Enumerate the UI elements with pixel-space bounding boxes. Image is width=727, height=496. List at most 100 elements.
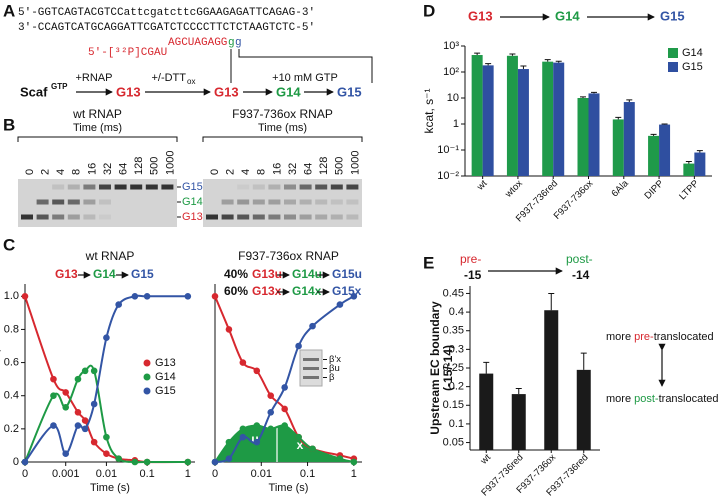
error-bar — [555, 60, 562, 63]
bar — [683, 163, 695, 176]
y-tick-label: 0.05 — [443, 436, 464, 448]
lane-label: 4 — [55, 169, 67, 175]
gel-band — [237, 199, 250, 205]
point — [74, 408, 82, 416]
y-axis-label: kcat, s⁻¹ — [422, 88, 436, 133]
lane-label: 500 — [334, 157, 346, 175]
bar — [576, 369, 591, 450]
point — [295, 342, 302, 350]
header-position: -14 — [572, 268, 590, 282]
error-bar — [544, 59, 551, 62]
bar — [553, 62, 565, 176]
gel-band — [299, 184, 312, 190]
y-axis-label: Upstream EC boundary — [428, 301, 442, 435]
gel-band — [252, 214, 265, 220]
error-bar — [591, 91, 597, 94]
panel-label: A — [3, 1, 15, 20]
point — [336, 301, 344, 308]
legend-label: G15 — [155, 385, 176, 397]
panel-label: B — [3, 115, 15, 134]
lane-label: 500 — [149, 157, 161, 175]
point — [50, 422, 57, 429]
x-tick-label: wt — [478, 452, 493, 467]
lane-label: 128 — [318, 157, 330, 175]
legend-marker — [143, 387, 151, 395]
step-label: +10 mM GTP — [272, 72, 338, 84]
scaf-sup: GTP — [51, 82, 68, 91]
error-bar — [483, 361, 490, 374]
y-tick-label: 1 — [453, 118, 459, 130]
y-tick-label: 0.4 — [449, 306, 464, 318]
y-tick-label: 1.0 — [4, 290, 19, 302]
bar — [517, 69, 529, 176]
bar — [612, 119, 624, 176]
bar — [511, 394, 526, 450]
rna-g15: g — [235, 37, 242, 49]
y-tick-label: 10⁻¹ — [437, 144, 459, 156]
panel-label: D — [423, 1, 435, 20]
lane-label: 2 — [40, 169, 52, 175]
legend-marker — [143, 359, 151, 367]
error-bar — [485, 63, 492, 66]
x-tick-label: 0.1 — [139, 468, 154, 480]
bar — [542, 61, 554, 176]
gel-band — [52, 214, 65, 220]
gel-band — [252, 184, 265, 190]
point — [103, 433, 110, 441]
gel-band — [315, 184, 328, 190]
error-bar — [626, 99, 633, 103]
scheme-step: G13u — [252, 267, 282, 281]
x-tick-label: 0.1 — [300, 468, 315, 480]
band-label: G15 — [182, 181, 203, 193]
gel-band — [67, 184, 80, 190]
point — [336, 455, 344, 462]
y-tick-label: 0.4 — [4, 390, 19, 402]
inset-label: β — [329, 372, 335, 383]
point — [115, 301, 122, 308]
lane-label: 8 — [71, 169, 83, 175]
gel-band — [346, 184, 359, 190]
header-label: post- — [566, 252, 593, 266]
point — [267, 392, 275, 400]
gel-band — [284, 199, 296, 205]
error-bar — [696, 150, 703, 153]
point — [309, 445, 316, 453]
error-bar — [509, 53, 516, 56]
x-tick-label: 0.01 — [96, 468, 117, 480]
y-tick-label: 10³ — [443, 40, 459, 52]
gel-band — [114, 184, 127, 190]
lane-label: 8 — [256, 169, 268, 175]
bar — [482, 65, 494, 176]
x-tick-label: 1 — [351, 468, 357, 480]
gel-band — [145, 184, 158, 190]
chart-title: F937-736ox RNAP — [238, 249, 339, 263]
point — [74, 422, 82, 429]
scheme-step: G13x — [252, 284, 282, 298]
x-tick-label: 1 — [185, 468, 191, 480]
gel-band — [268, 199, 281, 205]
point — [90, 400, 98, 408]
annotation-part: more — [606, 393, 634, 405]
lane-label: 128 — [133, 157, 145, 175]
gel-band — [346, 214, 359, 220]
y-tick-label: 10² — [443, 66, 459, 78]
gel-band — [36, 214, 49, 220]
bar — [544, 310, 559, 450]
y-tick-label: 0.8 — [4, 323, 19, 335]
point — [50, 375, 57, 383]
gel-band — [67, 199, 80, 205]
header-label: pre- — [460, 252, 481, 266]
header-step: G13 — [468, 8, 493, 23]
annotation-part: more — [606, 331, 634, 343]
legend-label: G13 — [155, 357, 176, 369]
gel-band — [299, 199, 312, 205]
x-tick-label: DIPP — [643, 178, 666, 201]
point — [62, 450, 70, 458]
gel-band — [99, 184, 111, 190]
point — [211, 292, 219, 300]
point — [281, 405, 288, 413]
species: G14 — [276, 84, 301, 99]
point — [295, 433, 302, 441]
error-bar — [661, 123, 668, 125]
header-position: -15 — [464, 268, 482, 282]
